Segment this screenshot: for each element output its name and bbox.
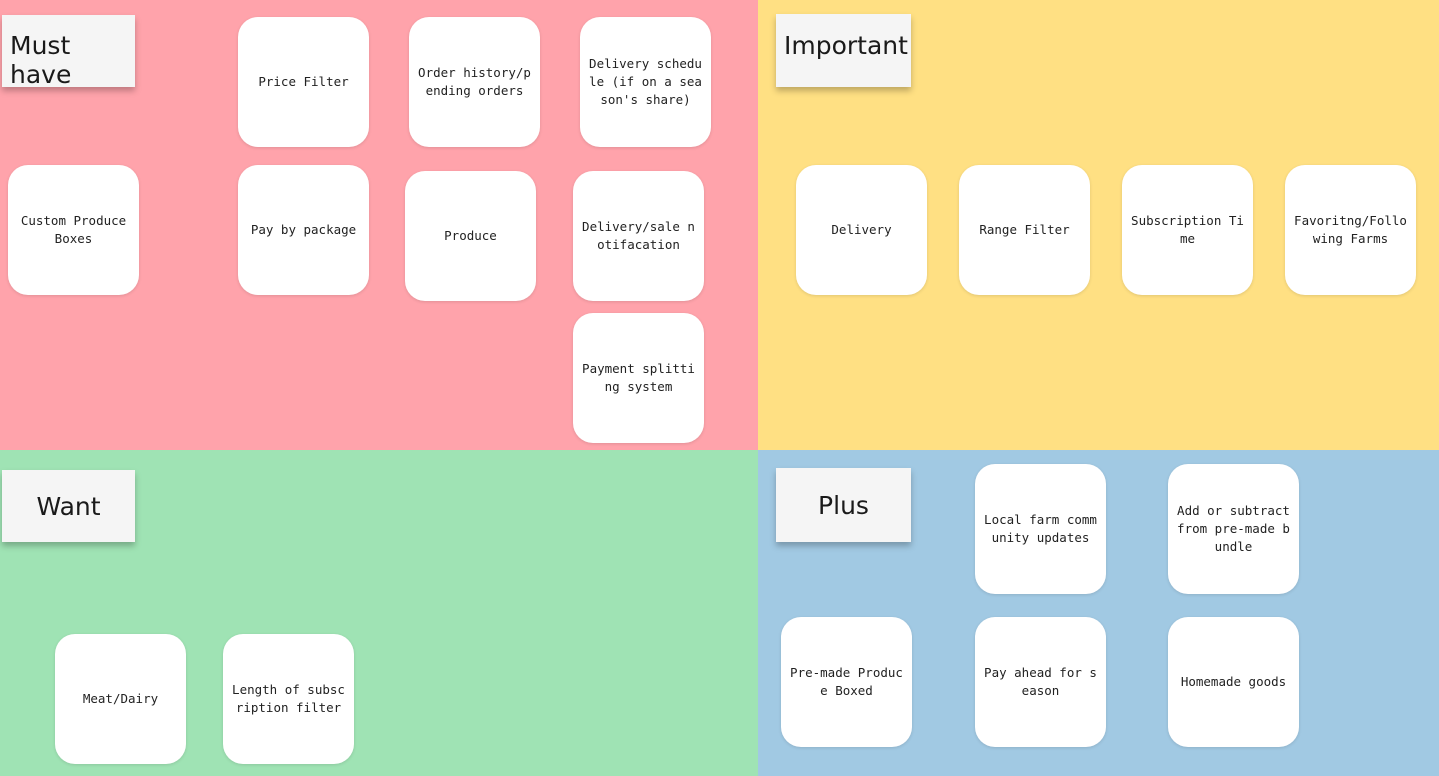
card-price-filter[interactable]: Price Filter: [238, 17, 369, 147]
card-add-subtract-bundle[interactable]: Add or subtract from pre-made bundle: [1168, 464, 1299, 594]
card-range-filter[interactable]: Range Filter: [959, 165, 1090, 295]
card-local-farm-updates[interactable]: Local farm community updates: [975, 464, 1106, 594]
card-custom-produce-boxes[interactable]: Custom Produce Boxes: [8, 165, 139, 295]
want-label[interactable]: Want: [2, 470, 135, 542]
card-delivery[interactable]: Delivery: [796, 165, 927, 295]
plus-label[interactable]: Plus: [776, 468, 911, 542]
card-delivery-schedule[interactable]: Delivery schedule (if on a season's shar…: [580, 17, 711, 147]
card-order-history[interactable]: Order history/pending orders: [409, 17, 540, 147]
card-payment-splitting[interactable]: Payment splitting system: [573, 313, 704, 443]
card-delivery-sale-notification[interactable]: Delivery/sale notifacation: [573, 171, 704, 301]
card-produce[interactable]: Produce: [405, 171, 536, 301]
card-subscription-time[interactable]: Subscription Time: [1122, 165, 1253, 295]
card-pay-ahead[interactable]: Pay ahead for season: [975, 617, 1106, 747]
card-length-subscription[interactable]: Length of subscription filter: [223, 634, 354, 764]
card-homemade-goods[interactable]: Homemade goods: [1168, 617, 1299, 747]
card-favoriting-farms[interactable]: Favoritng/Following Farms: [1285, 165, 1416, 295]
must-have-label[interactable]: Must have: [2, 15, 135, 89]
important-label[interactable]: Important: [776, 14, 911, 87]
card-pay-by-package[interactable]: Pay by package: [238, 165, 369, 295]
card-premade-produce[interactable]: Pre-made Produce Boxed: [781, 617, 912, 747]
card-meat-dairy[interactable]: Meat/Dairy: [55, 634, 186, 764]
